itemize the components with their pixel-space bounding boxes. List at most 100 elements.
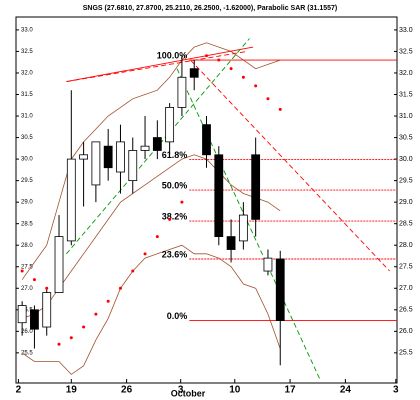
candle-body (238, 214, 248, 242)
candle-body (226, 236, 236, 250)
y-tick-label: 33.0 (399, 27, 413, 34)
band-lower (21, 244, 281, 375)
candle-body (140, 145, 150, 151)
sar-dot (180, 200, 184, 204)
sar-dot (82, 325, 86, 329)
x-tick-label: 19 (66, 385, 78, 396)
y-tick-label: 27.5 (21, 264, 33, 270)
y-tick-label: 26.5 (399, 307, 413, 314)
y-tick-label: 32.5 (21, 49, 33, 55)
x-tick-label: 3 (393, 385, 399, 396)
x-tick-label: 10 (229, 385, 241, 396)
y-tick-label: 31.0 (21, 114, 33, 120)
y-tick-label: 29.0 (21, 200, 33, 206)
candle-body (214, 154, 224, 238)
sar-dot (20, 269, 24, 273)
y-tick-label: 26.0 (399, 328, 413, 335)
y-tick-label: 32.0 (399, 70, 413, 77)
y-tick-label: 33.0 (21, 27, 33, 33)
trendline (66, 50, 248, 83)
sar-dot (168, 217, 172, 221)
y-tick-label: 27.5 (399, 264, 413, 271)
candle-body (275, 258, 285, 321)
sar-dot (106, 299, 110, 303)
y-tick-label: 27.0 (21, 286, 33, 292)
trendline (176, 68, 321, 379)
candle-body (165, 107, 175, 143)
sar-dot (254, 84, 258, 88)
sar-dot (155, 235, 159, 239)
y-tick-label: 30.0 (399, 156, 413, 163)
y-tick-label: 29.5 (399, 177, 413, 184)
x-tick-label: 2 (16, 385, 22, 396)
sar-dot (278, 107, 282, 111)
y-tick-label: 30.5 (399, 134, 413, 141)
sar-dot (205, 54, 208, 58)
candle-body (66, 158, 76, 242)
y-tick-label: 31.5 (21, 92, 33, 98)
y-tick-label: 28.0 (399, 242, 413, 249)
y-tick-label: 31.5 (399, 91, 413, 98)
candle-body (30, 309, 39, 330)
sar-dot (266, 97, 270, 101)
fib-label: 38.2% (162, 211, 188, 221)
candle-body (177, 76, 187, 108)
y-tick-label: 32.0 (21, 71, 33, 77)
candle-body (54, 236, 64, 293)
candle-body (17, 305, 27, 324)
fib-label: 23.6% (162, 249, 188, 259)
x-axis-label: October (171, 388, 206, 398)
x-tick-label: 24 (340, 385, 352, 396)
y-tick-label: 28.0 (21, 243, 33, 249)
fib-label: 61.8% (162, 150, 188, 160)
trendline (190, 59, 390, 272)
band-upper (21, 42, 281, 280)
plot-frame (15, 16, 398, 384)
candle-body (202, 124, 211, 156)
candle-body (116, 141, 125, 173)
y-tick-label: 25.5 (21, 350, 33, 356)
y-tick-label: 30.5 (21, 135, 33, 141)
sar-dot (217, 58, 221, 62)
candle-body (42, 292, 52, 328)
y-tick-label: 26.0 (21, 329, 33, 335)
candle-body (263, 257, 273, 272)
y-tick-label: 27.0 (399, 285, 413, 292)
candle-body (103, 145, 113, 169)
chart-title: SNGS (27.6810, 27.8700, 25.2110, 26.2500… (83, 5, 338, 12)
trendline (66, 38, 250, 255)
sar-dot (118, 286, 122, 290)
y-tick-label: 28.5 (399, 221, 413, 228)
candle-body (128, 150, 138, 182)
y-tick-label: 30.0 (21, 157, 33, 163)
candle-body (251, 154, 261, 220)
y-tick-label: 31.0 (399, 113, 413, 120)
candle-body (152, 137, 162, 151)
sar-dot (45, 286, 49, 290)
x-tick-label: 3 (178, 385, 184, 396)
y-tick-label: 26.5 (21, 307, 33, 313)
trendline (66, 46, 254, 83)
candle-body (91, 141, 101, 186)
sar-dot (229, 67, 233, 71)
fib-label: 0.0% (167, 311, 188, 321)
sar-dot (69, 336, 73, 340)
y-tick-label: 25.5 (399, 350, 413, 357)
y-tick-label: 29.5 (21, 178, 33, 184)
candle-body (79, 154, 88, 160)
y-tick-label: 32.5 (399, 48, 413, 55)
fib-label: 50.0% (162, 180, 188, 190)
y-tick-label: 29.0 (399, 199, 413, 206)
y-tick-label: 28.5 (21, 221, 33, 227)
band-middle (21, 154, 281, 319)
x-tick-label: 17 (285, 385, 297, 396)
sar-dot (241, 75, 245, 79)
sar-dot (57, 342, 61, 346)
sar-dot (143, 252, 147, 256)
fib-label: 100.0% (157, 50, 188, 60)
sar-dot (94, 312, 98, 316)
sar-dot (131, 269, 135, 273)
x-tick-label: 26 (121, 385, 133, 396)
candle-body (189, 68, 199, 78)
